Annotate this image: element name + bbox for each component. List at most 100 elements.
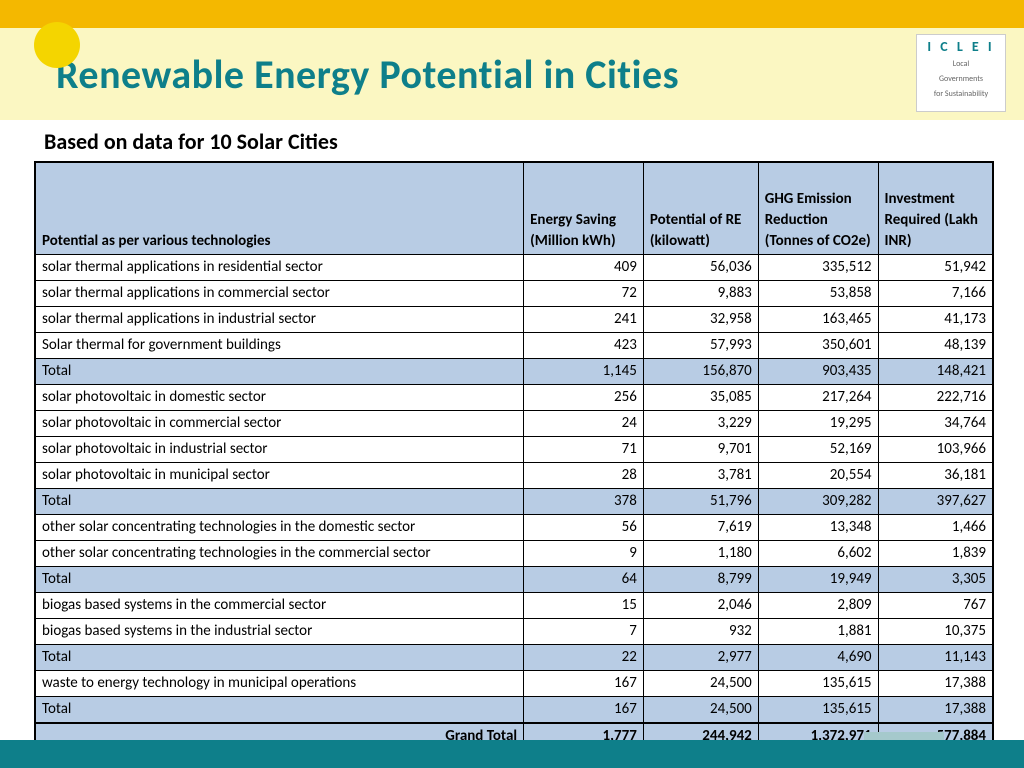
cell-value: 1,145	[524, 358, 644, 384]
cell-value: 56,036	[643, 254, 758, 280]
cell-value: 24	[524, 410, 644, 436]
cell-value: 135,615	[758, 670, 878, 696]
table-row: solar photovoltaic in domestic sector256…	[35, 384, 993, 410]
cell-value: 48,139	[878, 332, 993, 358]
cell-label: other solar concentrating technologies i…	[35, 514, 524, 540]
cell-label: Total	[35, 358, 524, 384]
cell-label: biogas based systems in the industrial s…	[35, 618, 524, 644]
cell-value: 409	[524, 254, 644, 280]
cell-label: solar photovoltaic in municipal sector	[35, 462, 524, 488]
table-row: solar photovoltaic in commercial sector2…	[35, 410, 993, 436]
table-row: Total1,145156,870903,435148,421	[35, 358, 993, 384]
cell-value: 71	[524, 436, 644, 462]
table-row: Total222,9774,69011,143	[35, 644, 993, 670]
cell-value: 17,388	[878, 696, 993, 723]
table-row: Total648,79919,9493,305	[35, 566, 993, 592]
cell-value: 7,166	[878, 280, 993, 306]
table-row: other solar concentrating technologies i…	[35, 540, 993, 566]
cell-label: solar photovoltaic in industrial sector	[35, 436, 524, 462]
cell-value: 2,809	[758, 592, 878, 618]
cell-value: 1,881	[758, 618, 878, 644]
page-title: Renewable Energy Potential in Cities	[56, 50, 679, 99]
cell-value: 7,619	[643, 514, 758, 540]
cell-value: 56	[524, 514, 644, 540]
cell-value: 903,435	[758, 358, 878, 384]
cell-value: 24,500	[643, 696, 758, 723]
cell-value: 423	[524, 332, 644, 358]
cell-label: waste to energy technology in municipal …	[35, 670, 524, 696]
cell-label: Total	[35, 566, 524, 592]
cell-value: 9,883	[643, 280, 758, 306]
cell-label: solar thermal applications in residentia…	[35, 254, 524, 280]
cell-value: 72	[524, 280, 644, 306]
cell-value: 64	[524, 566, 644, 592]
cell-value: 57,993	[643, 332, 758, 358]
table-header-row: Potential as per various technologies En…	[35, 162, 993, 254]
cell-value: 222,716	[878, 384, 993, 410]
cell-value: 241	[524, 306, 644, 332]
cell-value: 135,615	[758, 696, 878, 723]
cell-value: 8,799	[643, 566, 758, 592]
cell-value: 51,796	[643, 488, 758, 514]
top-accent-bar	[0, 0, 1024, 28]
cell-value: 350,601	[758, 332, 878, 358]
cell-value: 397,627	[878, 488, 993, 514]
cell-value: 103,966	[878, 436, 993, 462]
cell-value: 6,602	[758, 540, 878, 566]
cell-label: Total	[35, 488, 524, 514]
cell-value: 3,781	[643, 462, 758, 488]
cell-label: other solar concentrating technologies i…	[35, 540, 524, 566]
cell-value: 156,870	[643, 358, 758, 384]
table-row: biogas based systems in the industrial s…	[35, 618, 993, 644]
cell-label: solar photovoltaic in commercial sector	[35, 410, 524, 436]
cell-value: 19,295	[758, 410, 878, 436]
iclei-logo-text: I C L E I	[919, 39, 1003, 54]
cell-label: solar photovoltaic in domestic sector	[35, 384, 524, 410]
cell-label: solar thermal applications in commercial…	[35, 280, 524, 306]
cell-value: 36,181	[878, 462, 993, 488]
cell-value: 51,942	[878, 254, 993, 280]
iclei-logo-sub1: Local	[919, 60, 1003, 69]
cell-value: 11,143	[878, 644, 993, 670]
cell-value: 3,229	[643, 410, 758, 436]
data-table-wrap: Potential as per various technologies En…	[34, 161, 994, 751]
cell-label: biogas based systems in the commercial s…	[35, 592, 524, 618]
cell-value: 1,180	[643, 540, 758, 566]
table-row: Total16724,500135,61517,388	[35, 696, 993, 723]
cell-value: 17,388	[878, 670, 993, 696]
th-energy: Energy Saving (Million kWh)	[524, 162, 644, 254]
cell-value: 24,500	[643, 670, 758, 696]
cell-value: 148,421	[878, 358, 993, 384]
table-row: other solar concentrating technologies i…	[35, 514, 993, 540]
cell-value: 378	[524, 488, 644, 514]
cell-value: 932	[643, 618, 758, 644]
table-row: solar thermal applications in industrial…	[35, 306, 993, 332]
iclei-logo-sub2: Governments	[919, 75, 1003, 84]
cell-value: 167	[524, 696, 644, 723]
cell-label: Solar thermal for government buildings	[35, 332, 524, 358]
cell-value: 22	[524, 644, 644, 670]
cell-value: 309,282	[758, 488, 878, 514]
cell-value: 34,764	[878, 410, 993, 436]
cell-value: 28	[524, 462, 644, 488]
cell-value: 35,085	[643, 384, 758, 410]
cell-value: 2,977	[643, 644, 758, 670]
cell-value: 4,690	[758, 644, 878, 670]
th-investment: Investment Required (Lakh INR)	[878, 162, 993, 254]
th-ghg: GHG Emission Reduction (Tonnes of CO2e)	[758, 162, 878, 254]
cell-value: 7	[524, 618, 644, 644]
cell-value: 167	[524, 670, 644, 696]
th-potential: Potential of RE (kilowatt)	[643, 162, 758, 254]
subtitle: Based on data for 10 Solar Cities	[44, 128, 1024, 155]
cell-value: 767	[878, 592, 993, 618]
cell-value: 217,264	[758, 384, 878, 410]
cell-label: Total	[35, 696, 524, 723]
cell-value: 20,554	[758, 462, 878, 488]
bottom-accent-bar	[0, 740, 1024, 768]
table-row: solar photovoltaic in municipal sector28…	[35, 462, 993, 488]
table-row: waste to energy technology in municipal …	[35, 670, 993, 696]
cell-label: solar thermal applications in industrial…	[35, 306, 524, 332]
cell-label: Total	[35, 644, 524, 670]
cell-value: 19,949	[758, 566, 878, 592]
cell-value: 2,046	[643, 592, 758, 618]
